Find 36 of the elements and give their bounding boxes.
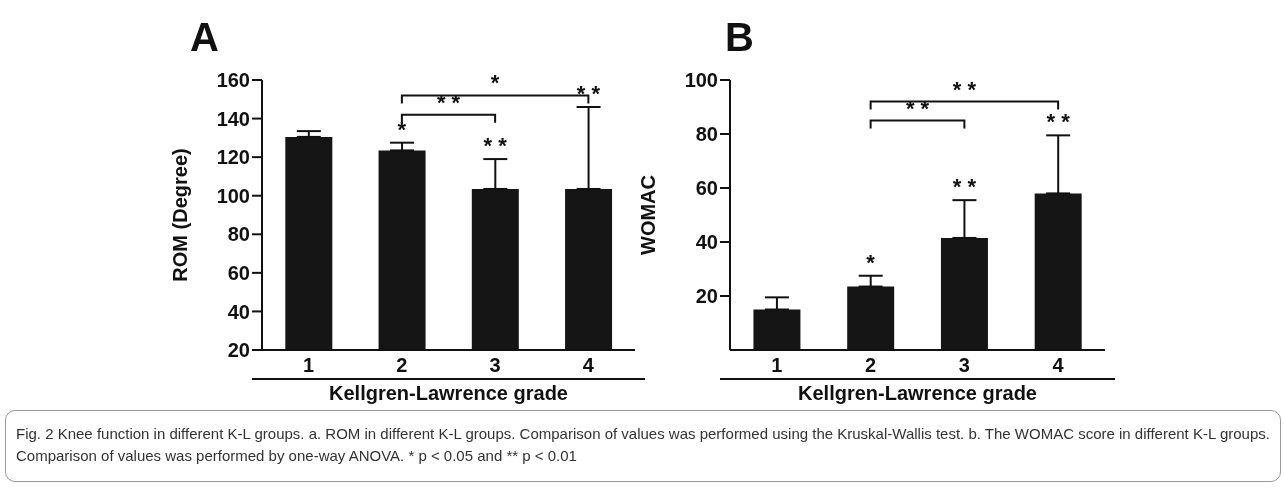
chart-title: A xyxy=(190,15,219,60)
annotation: * xyxy=(490,70,500,96)
annotation: * * xyxy=(576,81,601,106)
annotation: * xyxy=(866,249,876,275)
y-tick-label: 20 xyxy=(227,339,250,362)
annotation: * * xyxy=(483,133,508,159)
caption: Fig. 2 Knee function in different K-L groups. a. ROM in different K-L groups. Comparison of values was performed using the Kruskal-Wallis test. b. The WOMAC score in different K-L groups. Comparison of values was performed by one-way ANOVA. * p < 0.05 and ** p < 0.01 xyxy=(16,424,1270,466)
y-tick-label: 140 xyxy=(216,107,250,130)
y-tick-label: 60 xyxy=(227,261,250,284)
y-tick-label: 80 xyxy=(227,223,250,246)
x-tick-label: 1 xyxy=(303,354,315,377)
chart-title: B xyxy=(725,15,754,60)
y-tick-label: 160 xyxy=(216,69,250,92)
x-tick-label: 2 xyxy=(865,354,877,377)
y-tick-label: 20 xyxy=(695,285,718,308)
y-tick-label: 40 xyxy=(227,300,250,323)
x-tick-label: 4 xyxy=(1052,354,1065,377)
x-tick-label: 2 xyxy=(396,354,408,377)
annotation: * xyxy=(397,116,407,142)
x-tick-label: 3 xyxy=(958,354,970,377)
x-tick-label: 1 xyxy=(771,354,783,377)
y-tick-label: 120 xyxy=(216,146,250,169)
x-axis-title: Kellgren-Lawrence grade xyxy=(252,378,645,405)
x-axis-title: Kellgren-Lawrence grade xyxy=(720,378,1115,405)
y-tick-label: 80 xyxy=(695,123,718,146)
annotation: * * xyxy=(1046,109,1071,135)
y-tick-label: 60 xyxy=(695,177,718,200)
y-axis-title: ROM (Degree) xyxy=(169,148,192,282)
y-tick-label: 100 xyxy=(216,184,250,207)
x-tick-label: 4 xyxy=(582,354,595,377)
annotation: * * xyxy=(952,76,977,102)
y-tick-label: 100 xyxy=(684,69,718,92)
annotation: * * xyxy=(952,174,977,200)
y-axis-title: WOMAC xyxy=(637,175,660,255)
x-tick-label: 3 xyxy=(489,354,501,377)
y-tick-label: 40 xyxy=(695,231,718,254)
